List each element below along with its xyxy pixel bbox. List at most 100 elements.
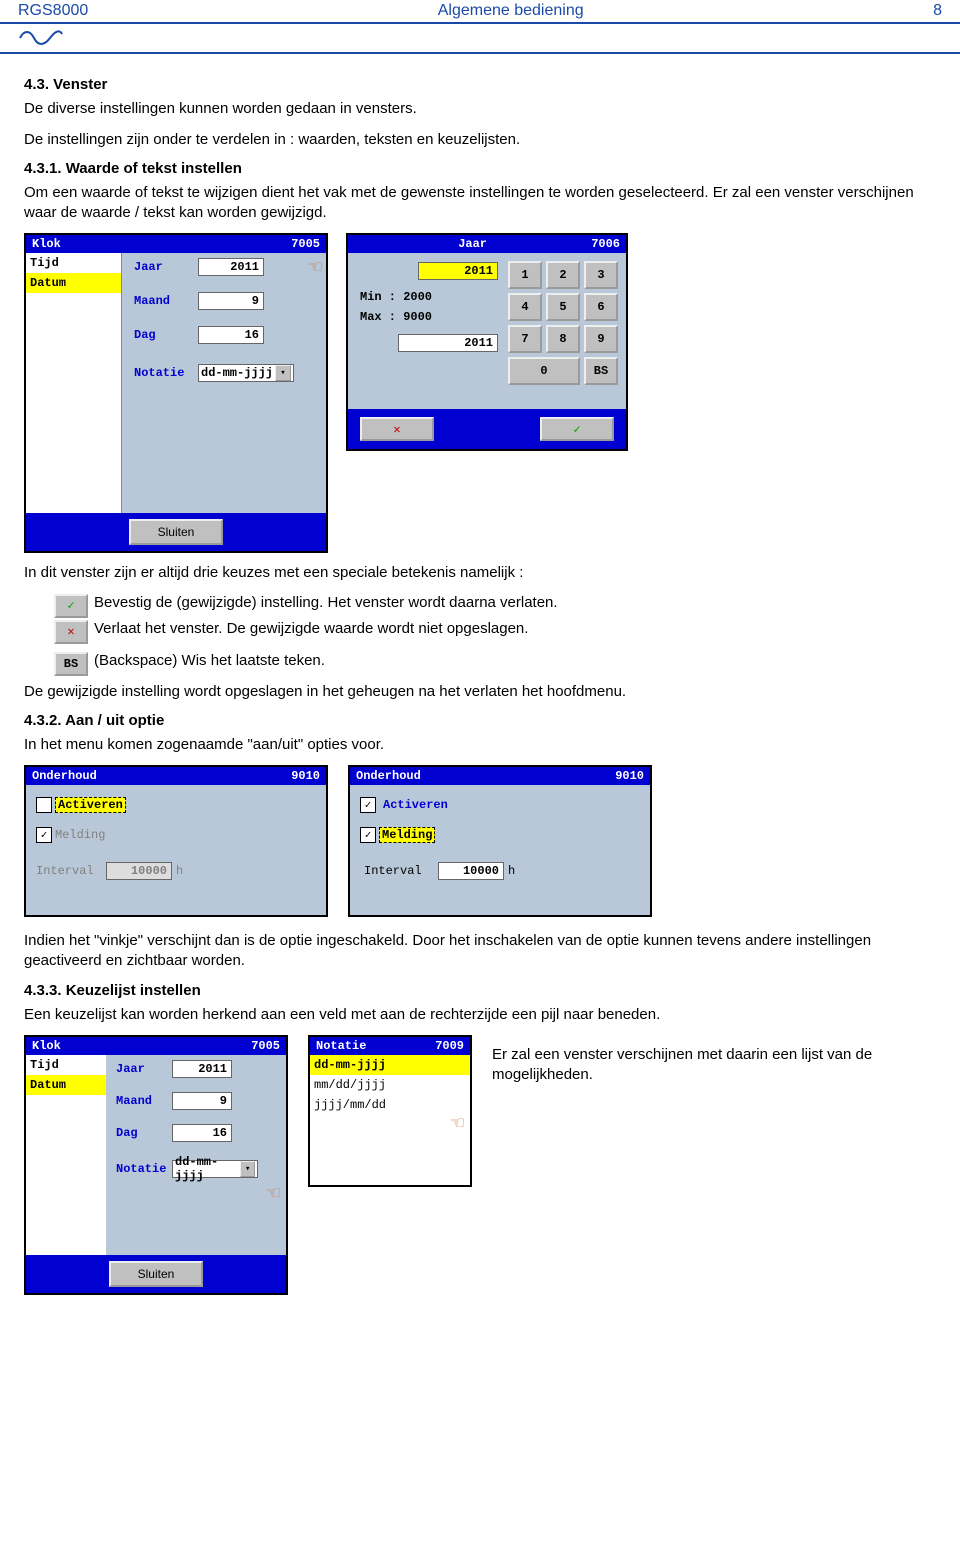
- klok-window: Klok 7005 Tijd Datum Jaar 2011 ☜ M: [24, 233, 328, 553]
- interval-label: Interval: [36, 864, 106, 878]
- jaar-window: Jaar Jaar 7006 2011 Min : 2000 Max : 900…: [346, 233, 628, 451]
- key-8[interactable]: 8: [546, 325, 580, 353]
- header-right: 8: [933, 2, 942, 20]
- notatie-win-title: Notatie: [316, 1039, 366, 1053]
- activeren-checkbox-b[interactable]: [360, 797, 376, 813]
- interval-value: 10000: [106, 862, 172, 880]
- key-5[interactable]: 5: [546, 293, 580, 321]
- wave-icon: [0, 24, 960, 54]
- x-icon-box: ✕: [54, 620, 88, 644]
- sec-4-3-p1: De diverse instellingen kunnen worden ge…: [24, 99, 936, 119]
- explain-ok: Bevestig de (gewijzigde) instelling. Het…: [94, 594, 558, 611]
- keypad: 1 2 3 4 5 6 7 8 9 0 BS: [508, 261, 618, 401]
- maand-label-2: Maand: [112, 1094, 172, 1108]
- sec-4-3-p2: De instellingen zijn onder te verdelen i…: [24, 130, 936, 150]
- key-3[interactable]: 3: [584, 261, 618, 289]
- jaar-win-code: 7006: [591, 237, 620, 251]
- onderhoud-code-b: 9010: [615, 769, 644, 783]
- jaar-value-2[interactable]: 2011: [172, 1060, 232, 1078]
- explain-intro: In dit venster zijn er altijd drie keuze…: [24, 563, 936, 583]
- onderhoud-title-b: Onderhoud: [356, 769, 421, 783]
- notatie-value: dd-mm-jjjj: [201, 366, 273, 380]
- sluiten-button-2[interactable]: Sluiten: [109, 1261, 203, 1287]
- notatie-value-2: dd-mm-jjjj: [175, 1155, 240, 1183]
- chevron-down-icon: ▾: [240, 1161, 255, 1177]
- klok-datum-2[interactable]: Datum: [26, 1078, 70, 1092]
- jaar-value[interactable]: 2011: [198, 258, 264, 276]
- maand-label: Maand: [130, 294, 198, 308]
- klok-datum[interactable]: Datum: [26, 276, 70, 290]
- check-icon: ✓: [573, 422, 580, 437]
- onderhoud-code: 9010: [291, 769, 320, 783]
- onderhoud-title: Onderhoud: [32, 769, 97, 783]
- notatie-dropdown[interactable]: dd-mm-jjjj ▾: [198, 364, 294, 382]
- key-4[interactable]: 4: [508, 293, 542, 321]
- dag-value[interactable]: 16: [198, 326, 264, 344]
- entry-field[interactable]: 2011: [398, 334, 498, 352]
- melding-checkbox[interactable]: [36, 827, 52, 843]
- sluiten-button[interactable]: Sluiten: [129, 519, 223, 545]
- min-label: Min : 2000: [356, 290, 436, 304]
- sec-4-3-1-title: 4.3.1. Waarde of tekst instellen: [24, 160, 936, 177]
- dag-label: Dag: [130, 328, 198, 342]
- jaar-win-title-real: Jaar: [458, 237, 487, 251]
- sec-4-3-2-title: 4.3.2. Aan / uit optie: [24, 712, 936, 729]
- klok-code: 7005: [291, 237, 320, 251]
- sec-4-3-title: 4.3. Venster: [24, 76, 936, 93]
- ok-icon-box: ✓: [54, 594, 88, 618]
- onderhoud-window-b: Onderhoud 9010 Activeren Melding Interva…: [348, 765, 652, 917]
- sec-4-3-3-p1: Een keuzelijst kan worden herkend aan ee…: [24, 1005, 936, 1025]
- hand-icon: ☜: [451, 1111, 464, 1137]
- notatie-opt-1[interactable]: dd-mm-jjjj: [310, 1058, 390, 1072]
- sec-4-3-3-p2: Er zal een venster verschijnen met daari…: [492, 1045, 936, 1086]
- check-icon: ✓: [67, 598, 74, 613]
- key-9[interactable]: 9: [584, 325, 618, 353]
- interval-value-b[interactable]: 10000: [438, 862, 504, 880]
- melding-checkbox-b[interactable]: [360, 827, 376, 843]
- key-7[interactable]: 7: [508, 325, 542, 353]
- maand-value-2[interactable]: 9: [172, 1092, 232, 1110]
- maand-value[interactable]: 9: [198, 292, 264, 310]
- cur-value: 2011: [418, 262, 498, 280]
- activeren-label[interactable]: Activeren: [55, 797, 126, 813]
- notatie-opt-3[interactable]: jjjj/mm/dd: [310, 1098, 390, 1112]
- page-content: 4.3. Venster De diverse instellingen kun…: [0, 60, 960, 1315]
- klok-tijd[interactable]: Tijd: [26, 256, 63, 270]
- close-icon: ✕: [393, 422, 400, 437]
- notatie-label-2: Notatie: [112, 1162, 172, 1176]
- dag-label-2: Dag: [112, 1126, 172, 1140]
- klok-title: Klok: [32, 237, 61, 251]
- notatie-win-code: 7009: [435, 1039, 464, 1053]
- jaar-label: Jaar: [130, 260, 198, 274]
- sec-4-3-1-p1: Om een waarde of tekst te wijzigen dient…: [24, 183, 936, 224]
- key-1[interactable]: 1: [508, 261, 542, 289]
- chevron-down-icon: ▾: [275, 365, 291, 381]
- bs-icon-box: BS: [54, 652, 88, 676]
- key-0[interactable]: 0: [508, 357, 580, 385]
- hand-icon: ☜: [267, 1181, 280, 1207]
- key-6[interactable]: 6: [584, 293, 618, 321]
- page-header: RGS8000 Algemene bediening 8: [0, 0, 960, 24]
- key-2[interactable]: 2: [546, 261, 580, 289]
- melding-label-b[interactable]: Melding: [379, 827, 435, 843]
- notatie-opt-2[interactable]: mm/dd/jjjj: [310, 1078, 390, 1092]
- klok-title-2: Klok: [32, 1039, 61, 1053]
- close-icon: ✕: [67, 624, 74, 639]
- melding-label[interactable]: Melding: [55, 828, 105, 842]
- interval-unit: h: [176, 864, 183, 878]
- klok-tijd-2[interactable]: Tijd: [26, 1058, 63, 1072]
- explain-bs: (Backspace) Wis het laatste teken.: [94, 652, 325, 669]
- key-bs[interactable]: BS: [584, 357, 618, 385]
- activeren-checkbox[interactable]: [36, 797, 52, 813]
- max-label: Max : 9000: [356, 310, 436, 324]
- notatie-label: Notatie: [130, 366, 198, 380]
- notatie-dropdown-2[interactable]: dd-mm-jjjj ▾: [172, 1160, 258, 1178]
- activeren-label-b[interactable]: Activeren: [379, 798, 452, 812]
- dag-value-2[interactable]: 16: [172, 1124, 232, 1142]
- sec-4-3-3-title: 4.3.3. Keuzelijst instellen: [24, 982, 936, 999]
- cancel-button[interactable]: ✕: [360, 417, 434, 441]
- ok-button[interactable]: ✓: [540, 417, 614, 441]
- onderhoud-window-a: Onderhoud 9010 Activeren Melding Interva…: [24, 765, 328, 917]
- hand-icon: ☜: [309, 255, 322, 281]
- interval-unit-b: h: [508, 864, 515, 878]
